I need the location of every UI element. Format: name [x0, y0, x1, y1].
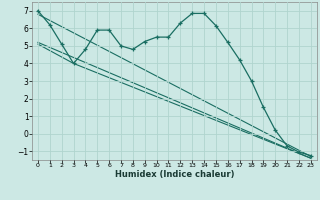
X-axis label: Humidex (Indice chaleur): Humidex (Indice chaleur) — [115, 170, 234, 179]
